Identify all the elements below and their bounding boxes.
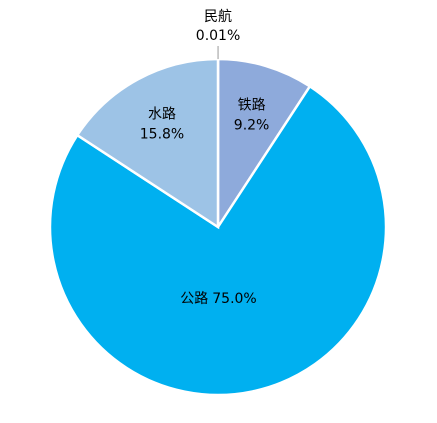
value-label: 15.8% (140, 127, 184, 143)
pie-slice (216, 57, 312, 232)
pie-slice (48, 84, 388, 397)
slice-label: 公路 75.0% (180, 291, 256, 307)
value-label: 75.0% (212, 291, 256, 307)
slice-label: 铁路 9.2% (234, 97, 270, 133)
value-label: 9.2% (234, 117, 270, 133)
slice-label: 水路 15.8% (140, 107, 184, 143)
value-label: 0.01% (196, 28, 240, 44)
category-label: 民航 (204, 9, 232, 25)
category-label: 铁路 (238, 97, 266, 113)
pie-slice (75, 57, 220, 230)
slice-label: 民航 0.01% (196, 9, 240, 44)
category-label: 公路 (180, 291, 208, 307)
category-label: 水路 (148, 107, 176, 123)
